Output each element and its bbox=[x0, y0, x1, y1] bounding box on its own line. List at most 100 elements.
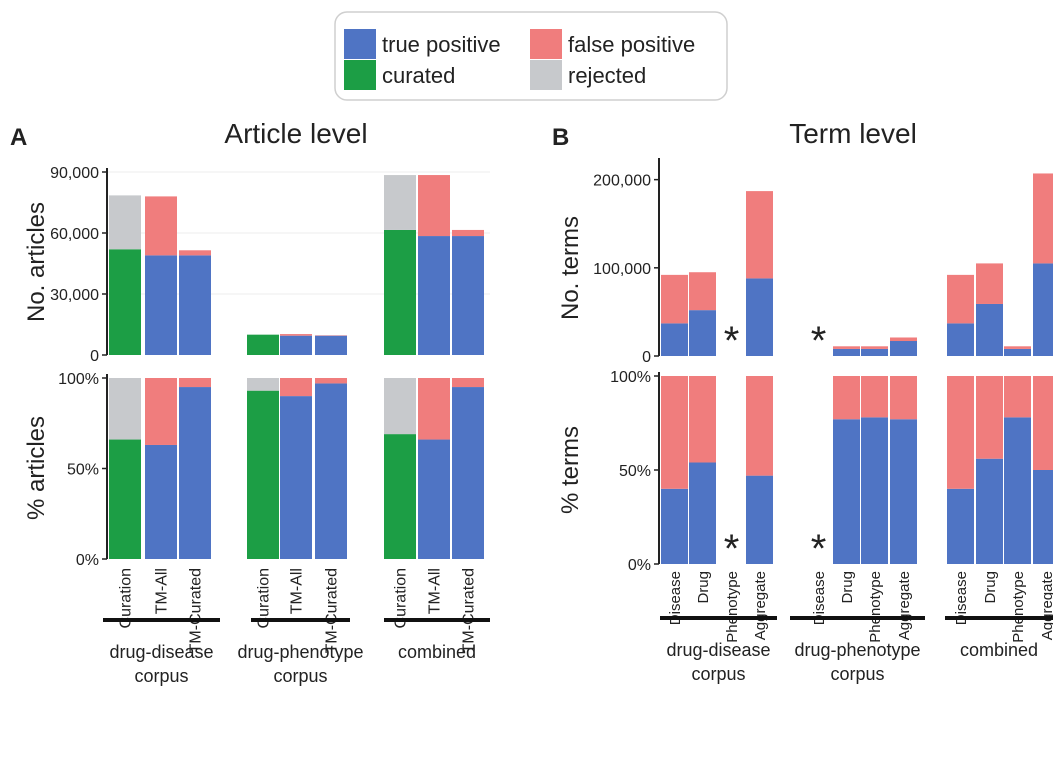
bar-segment bbox=[1033, 376, 1053, 470]
missing-marker: * bbox=[724, 527, 740, 571]
bar-segment bbox=[976, 303, 1003, 356]
y-tick-label: 100,000 bbox=[593, 261, 651, 278]
y-tick-label: 200,000 bbox=[593, 173, 651, 190]
y-tick-label: 50% bbox=[619, 463, 651, 480]
bar-segment bbox=[976, 263, 1003, 304]
bar-segment bbox=[452, 378, 484, 388]
y-tick-label: 0% bbox=[76, 552, 99, 569]
bar-segment bbox=[861, 417, 888, 564]
bar-segment bbox=[179, 255, 211, 355]
bar-segment bbox=[746, 376, 773, 476]
bar-segment bbox=[280, 396, 312, 559]
legend: true positive false positive curated rej… bbox=[334, 11, 728, 101]
bar-segment bbox=[661, 376, 688, 489]
bar-segment bbox=[109, 378, 141, 440]
group-label: corpus bbox=[134, 666, 188, 686]
bar-segment bbox=[315, 383, 347, 559]
legend-label-curated: curated bbox=[382, 63, 455, 88]
x-tick-label: Drug bbox=[839, 571, 856, 604]
y-axis-label-pct-articles: % articles bbox=[23, 416, 50, 520]
x-tick-label: TM-All bbox=[289, 568, 306, 614]
x-tick-label: TM-All bbox=[154, 568, 171, 614]
bar-segment bbox=[452, 229, 484, 237]
panel-b-title: Term level bbox=[789, 118, 917, 149]
bar-segment bbox=[315, 378, 347, 384]
missing-marker: * bbox=[724, 319, 740, 363]
bar-segment bbox=[661, 323, 688, 356]
y-axis-label-no-terms: No. terms bbox=[557, 216, 584, 320]
group-label: drug-disease bbox=[666, 640, 770, 660]
x-tick-label: Disease bbox=[811, 571, 828, 625]
y-tick-label: 90,000 bbox=[50, 165, 99, 182]
bar-segment bbox=[280, 334, 312, 336]
bar-segment bbox=[947, 488, 974, 564]
y-tick-label: 60,000 bbox=[50, 226, 99, 243]
bar-segment bbox=[746, 191, 773, 279]
bar-segment bbox=[947, 376, 974, 489]
bar-segment bbox=[661, 274, 688, 324]
bar-segment bbox=[145, 196, 177, 256]
bar-segment bbox=[1004, 346, 1031, 349]
bar-segment bbox=[145, 255, 177, 355]
plot-area: 0 30,000 60,000 90,000 0% 50% 100% Curation TM-A… bbox=[50, 158, 1053, 686]
x-tick-label: Aggregate bbox=[1039, 571, 1053, 640]
bar-segment bbox=[947, 323, 974, 356]
bar-segment bbox=[1033, 263, 1053, 356]
bar-segment bbox=[890, 337, 917, 342]
x-tick-label: Drug bbox=[982, 571, 999, 604]
bar-segment bbox=[1004, 417, 1031, 564]
bar-segment bbox=[315, 335, 347, 355]
bar-segment bbox=[247, 378, 279, 391]
panel-a-letter: A bbox=[10, 124, 27, 151]
bar-segment bbox=[179, 378, 211, 388]
group-label: combined bbox=[960, 640, 1038, 660]
bar-segment bbox=[746, 475, 773, 564]
bar-segment bbox=[689, 272, 716, 311]
legend-label-true-positive: true positive bbox=[382, 32, 501, 57]
bar-segment bbox=[890, 419, 917, 564]
missing-marker: * bbox=[811, 527, 827, 571]
x-tick-label: TM-Curated bbox=[461, 568, 478, 653]
group-label: corpus bbox=[691, 664, 745, 684]
bar-segment bbox=[418, 236, 450, 355]
bar-segment bbox=[861, 348, 888, 356]
bar-segment bbox=[418, 439, 450, 559]
x-tick-label: Phenotype bbox=[1010, 571, 1027, 643]
chart--articles: 0% 50% 100% Curation TM-All TM-Curated Curatio… bbox=[58, 371, 490, 686]
chart-no-articles: 0 30,000 60,000 90,000 bbox=[50, 165, 490, 365]
y-tick-label: 100% bbox=[610, 369, 651, 386]
x-tick-label: Phenotype bbox=[724, 571, 741, 643]
bar-segment bbox=[689, 310, 716, 356]
bar-segment bbox=[384, 434, 416, 559]
group-label: drug-disease bbox=[109, 642, 213, 662]
bar-segment bbox=[145, 444, 177, 559]
x-tick-label: Disease bbox=[667, 571, 684, 625]
chart--terms: 0%50%100%Disease Drug*Phenotype Aggregate*… bbox=[610, 369, 1053, 684]
bar-segment bbox=[976, 376, 1003, 459]
bar-segment bbox=[280, 335, 312, 355]
y-tick-label: 30,000 bbox=[50, 287, 99, 304]
bar-segment bbox=[1033, 470, 1053, 564]
x-tick-label: Curation bbox=[118, 568, 135, 628]
y-tick-label: 0% bbox=[628, 557, 651, 574]
bar-segment bbox=[689, 462, 716, 564]
bar-segment bbox=[1004, 348, 1031, 356]
x-tick-label: TM-All bbox=[427, 568, 444, 614]
bar-segment bbox=[418, 175, 450, 237]
x-tick-label: Phenotype bbox=[867, 571, 884, 643]
bar-segment bbox=[384, 229, 416, 355]
x-tick-label: Aggregate bbox=[896, 571, 913, 640]
group-label: corpus bbox=[273, 666, 327, 686]
x-tick-label: Curation bbox=[393, 568, 410, 628]
bar-segment bbox=[109, 195, 141, 250]
bar-segment bbox=[452, 387, 484, 559]
bar-segment bbox=[976, 458, 1003, 564]
bar-segment bbox=[833, 348, 860, 356]
bar-segment bbox=[661, 488, 688, 564]
legend-swatch-false-positive bbox=[530, 29, 562, 59]
bar-segment bbox=[418, 378, 450, 440]
group-label: drug-phenotype bbox=[237, 642, 363, 662]
chart-no-terms: 0 100,000 200,000 * * bbox=[593, 158, 1053, 366]
bar-segment bbox=[247, 334, 279, 355]
